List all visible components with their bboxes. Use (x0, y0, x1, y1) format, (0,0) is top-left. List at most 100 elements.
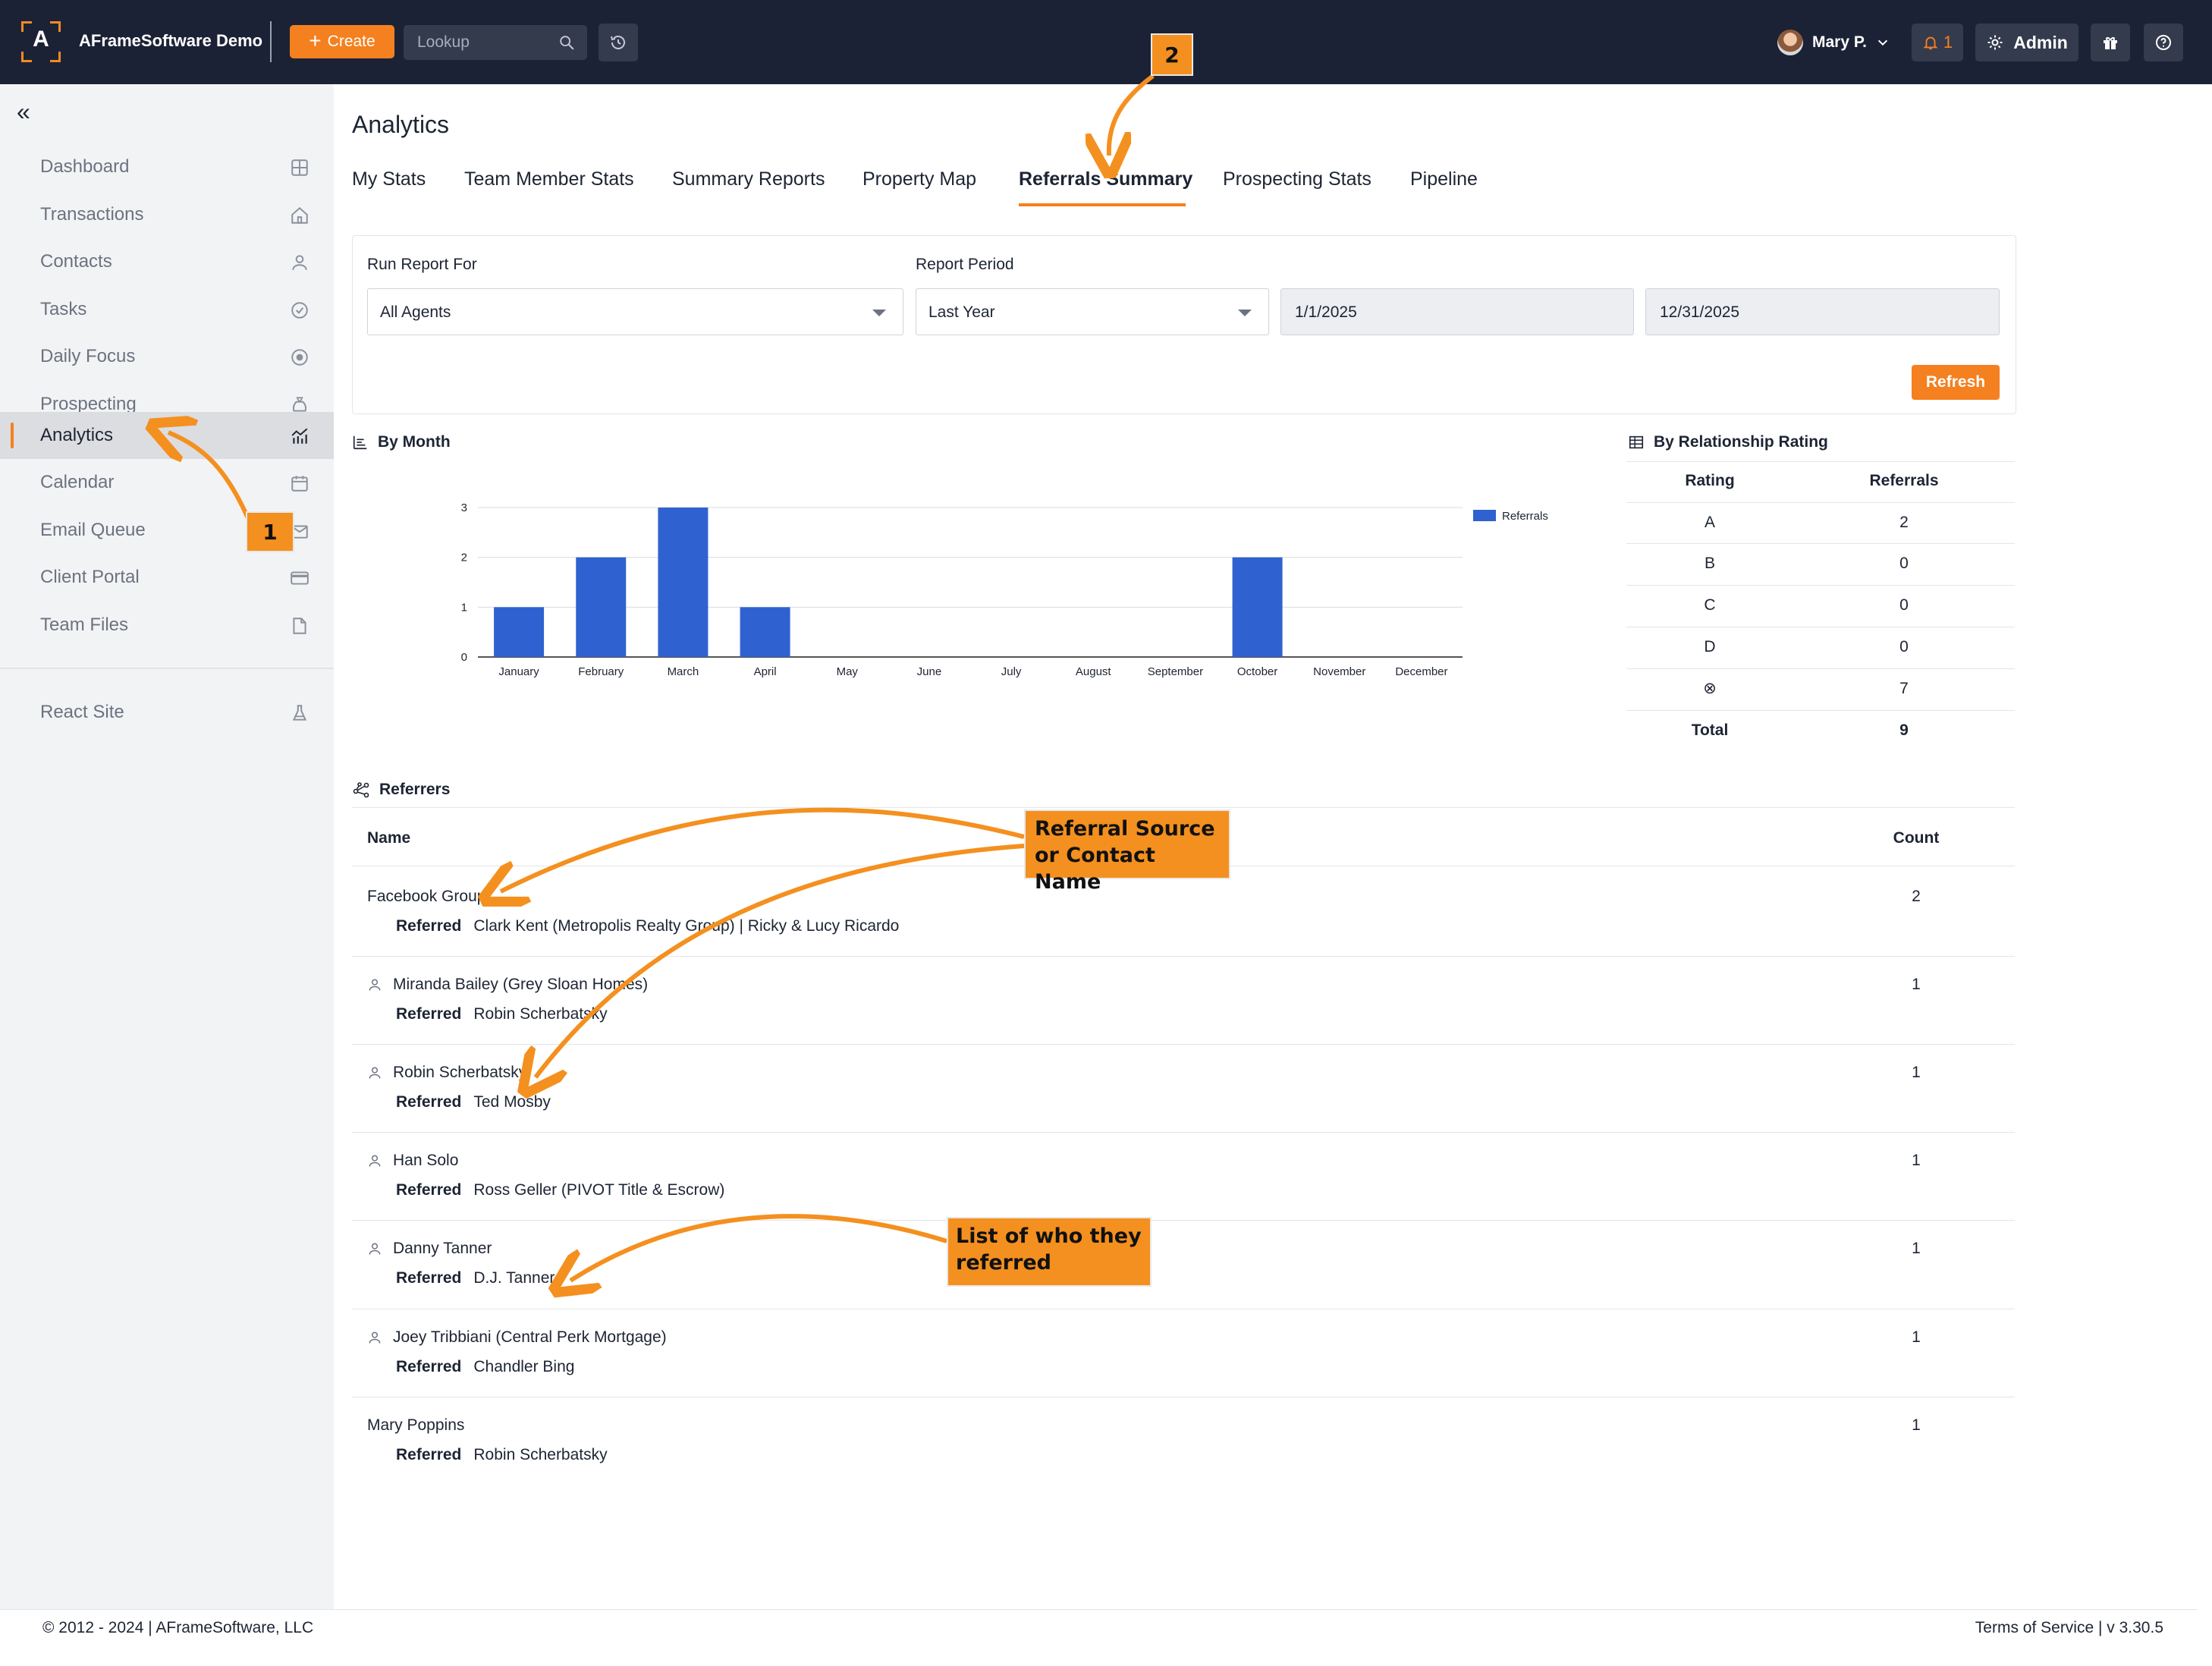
bar-october (1232, 557, 1283, 657)
sidebar-item-transactions[interactable]: Transactions (0, 191, 334, 238)
notifications-button[interactable]: 1 (1912, 24, 1963, 61)
referrer-name[interactable]: Facebook Group (367, 888, 485, 906)
referrer-name-text: Joey Tribbiani (Central Perk Mortgage) (393, 1328, 667, 1346)
referred-names: Robin Scherbatsky (473, 1446, 608, 1463)
sidebar-item-tasks[interactable]: Tasks (0, 286, 334, 333)
user-menu[interactable]: Mary P. (1777, 25, 1890, 60)
end-date-field[interactable]: 12/31/2025 (1645, 288, 2000, 335)
referral-count: 1 (1912, 1416, 1921, 1434)
referred-names: D.J. Tanner (473, 1269, 555, 1287)
check-circle-icon (291, 302, 308, 319)
sidebar-item-team-files[interactable]: Team Files (0, 602, 334, 649)
sidebar-item-label: Prospecting (40, 394, 137, 414)
referred-label: Referred (396, 1269, 462, 1287)
user-name: Mary P. (1812, 33, 1867, 51)
referrer-name-text: Mary Poppins (367, 1416, 465, 1434)
referral-count: 1 (1912, 1328, 1921, 1346)
sidebar-item-contacts[interactable]: Contacts (0, 238, 334, 285)
by-rating-header: By Relationship Rating (1628, 433, 1828, 451)
sidebar-item-label: Tasks (40, 299, 87, 319)
referrers-title: Referrers (379, 781, 451, 798)
referrer-name-text: Danny Tanner (393, 1240, 492, 1257)
callout-text-line: or Contact Name (1035, 844, 1155, 894)
referrer-name[interactable]: Han Solo (367, 1152, 458, 1170)
end-date-value: 12/31/2025 (1660, 303, 1740, 321)
referrer-name-text: Miranda Bailey (Grey Sloan Homes) (393, 976, 649, 993)
person-icon (292, 255, 307, 270)
start-date-field[interactable]: 1/1/2025 (1280, 288, 1634, 335)
app-logo[interactable]: A (21, 21, 61, 62)
annotation-arrow (536, 844, 1025, 1077)
sidebar-item-calendar[interactable]: Calendar (0, 459, 334, 506)
total-value: 9 (1899, 721, 1909, 739)
history-button[interactable] (599, 24, 638, 61)
sidebar-item-prospecting[interactable]: Prospecting (0, 381, 334, 428)
search-icon[interactable] (558, 34, 575, 51)
flask-icon (292, 705, 307, 721)
referrer-name[interactable]: Mary Poppins (367, 1416, 464, 1435)
tab-team-member-stats[interactable]: Team Member Stats (464, 168, 634, 190)
referred-label: Referred (396, 1446, 462, 1463)
tab-pipeline[interactable]: Pipeline (1410, 168, 1478, 190)
sidebar-item-client-portal[interactable]: Client Portal (0, 554, 334, 601)
run-report-for-select[interactable]: All Agents (367, 288, 903, 335)
step-2-badge: 2 (1151, 33, 1193, 76)
terms-version-link[interactable]: Terms of Service | v 3.30.5 (1975, 1619, 2163, 1636)
sidebar-item-daily-focus[interactable]: Daily Focus (0, 333, 334, 380)
tab-referrals-summary[interactable]: Referrals Summary (1019, 168, 1193, 190)
account-name: AFrameSoftware Demo (79, 31, 263, 50)
gift-button[interactable] (2091, 24, 2130, 61)
referrer-name[interactable]: Danny Tanner (367, 1240, 492, 1258)
x-tick-label: December (1395, 665, 1447, 678)
create-label: Create (327, 33, 375, 50)
legend-swatch (1473, 510, 1496, 521)
referred-list: Referred Ross Geller (PIVOT Title & Escro… (396, 1181, 724, 1199)
table-divider (352, 807, 2015, 808)
sidebar-item-label: Calendar (40, 472, 115, 492)
by-rating-title: By Relationship Rating (1654, 433, 1828, 451)
callout-text-line: Referral Source (1035, 817, 1215, 841)
referrer-name[interactable]: Robin Scherbatsky (367, 1064, 526, 1082)
refresh-button[interactable]: Refresh (1912, 365, 2000, 400)
referral-count: 1 (1912, 1152, 1921, 1169)
table-divider (1626, 668, 2015, 669)
tab-summary-reports[interactable]: Summary Reports (672, 168, 825, 190)
sidebar-item-label: React Site (40, 702, 124, 722)
chevron-down-icon (1877, 39, 1888, 46)
bar-february (576, 557, 627, 657)
divider (270, 21, 272, 62)
table-divider (352, 1220, 2015, 1221)
annotation-arrow (501, 807, 1025, 891)
help-icon (2156, 35, 2171, 50)
tab-property-map[interactable]: Property Map (862, 168, 977, 190)
rating-column-header: Rating (1685, 472, 1735, 489)
sidebar-item-email-queue[interactable]: Email Queue (0, 507, 334, 554)
tab-prospecting-stats[interactable]: Prospecting Stats (1223, 168, 1372, 190)
rating-cell: B (1704, 555, 1715, 572)
referrers-header: Referrers (352, 781, 450, 799)
x-tick-label: September (1148, 665, 1203, 678)
sidebar-item-react-site[interactable]: React Site (0, 689, 334, 736)
collapse-sidebar-icon[interactable]: « (17, 98, 30, 125)
x-tick-label: June (917, 665, 942, 678)
list-chart-icon (353, 435, 367, 450)
tab-my-stats[interactable]: My Stats (352, 168, 426, 190)
lookup-input[interactable] (417, 33, 546, 52)
x-tick-label: November (1313, 665, 1365, 678)
sidebar-item-dashboard[interactable]: Dashboard (0, 143, 334, 190)
sidebar: « Dashboard Transactions Contacts Tasks … (0, 84, 334, 1609)
create-button[interactable]: + Create (290, 25, 394, 58)
x-tick-label: March (668, 665, 699, 678)
contact-person-icon (369, 1331, 381, 1344)
referrals-column-header: Referrals (1869, 472, 1939, 489)
sidebar-item-label: Transactions (40, 204, 144, 225)
report-period-select[interactable]: Last Year (916, 288, 1269, 335)
referral-source-callout: Referral Source or Contact Name (1024, 809, 1230, 894)
rating-referrals-cell: 0 (1899, 555, 1909, 572)
help-button[interactable] (2144, 24, 2183, 61)
admin-button[interactable]: Admin (1975, 24, 2078, 61)
referrer-name[interactable]: Joey Tribbiani (Central Perk Mortgage) (367, 1328, 667, 1347)
referrer-name[interactable]: Miranda Bailey (Grey Sloan Homes) (367, 976, 648, 994)
sidebar-item-analytics[interactable]: Analytics (0, 412, 334, 459)
annotation-arrow (570, 1214, 947, 1281)
